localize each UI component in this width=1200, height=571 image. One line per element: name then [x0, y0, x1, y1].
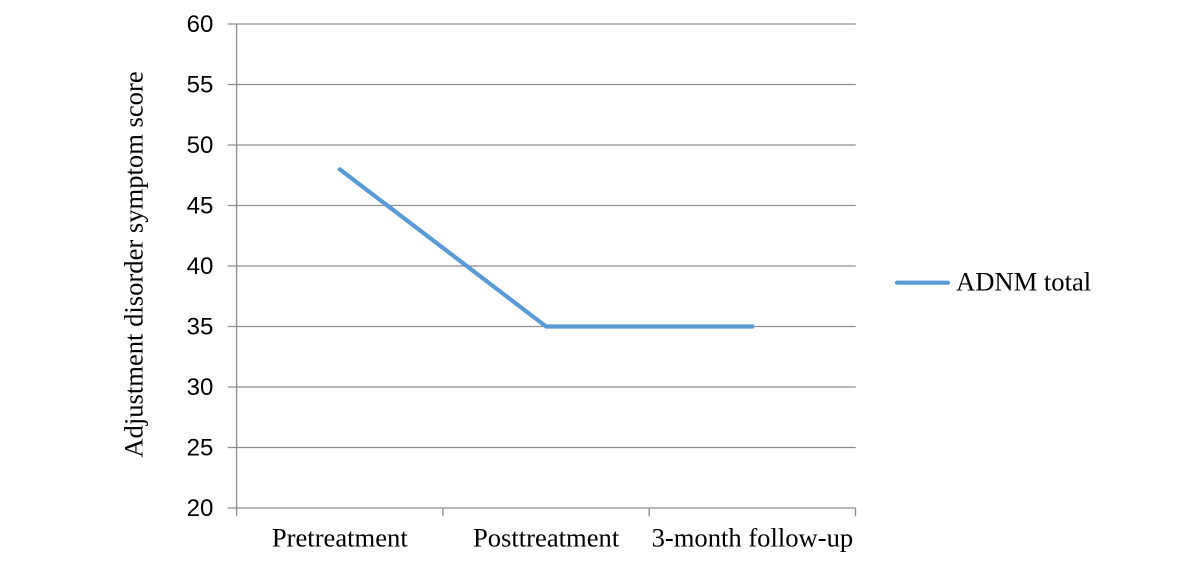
svg-text:3-month follow-up: 3-month follow-up	[652, 523, 854, 553]
svg-text:60: 60	[187, 11, 214, 38]
svg-text:25: 25	[187, 435, 214, 462]
svg-text:ADNM total: ADNM total	[956, 267, 1091, 297]
svg-text:50: 50	[187, 132, 214, 159]
svg-text:55: 55	[187, 72, 214, 99]
svg-text:30: 30	[187, 374, 214, 401]
svg-text:35: 35	[187, 314, 214, 341]
svg-text:Pretreatment: Pretreatment	[272, 523, 408, 553]
svg-text:20: 20	[187, 495, 214, 522]
svg-text:Posttreatment: Posttreatment	[473, 523, 620, 553]
svg-text:40: 40	[187, 253, 214, 280]
svg-text:45: 45	[187, 193, 214, 220]
svg-text:Adjustment disorder symptom sc: Adjustment disorder symptom score	[119, 71, 149, 457]
